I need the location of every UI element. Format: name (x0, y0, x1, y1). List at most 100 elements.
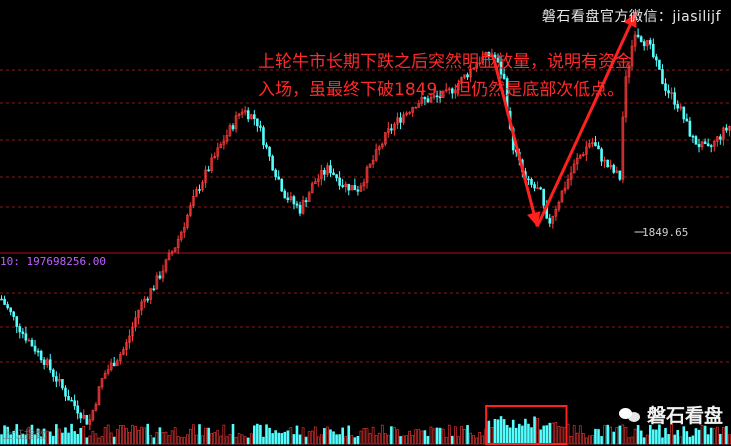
volume-bar (691, 435, 695, 445)
candle-body (371, 159, 375, 165)
volume-bar (79, 427, 83, 445)
volume-bar (694, 428, 698, 445)
volume-bar (441, 428, 445, 445)
volume-bar (673, 434, 676, 445)
volume-bar (310, 430, 314, 445)
volume-bar (326, 426, 329, 445)
candle-body (195, 189, 198, 197)
candle-body (429, 97, 433, 103)
candle-body (350, 185, 354, 191)
volume-bar (158, 427, 162, 445)
volume-bar (313, 426, 317, 445)
volume-bar (85, 437, 89, 445)
candle-body (143, 298, 146, 303)
candle-body (155, 275, 159, 290)
volume-bar (274, 430, 277, 445)
volume-bar (703, 425, 707, 445)
candle-body (700, 141, 704, 148)
volume-bar (390, 426, 393, 445)
volume-bar (594, 428, 597, 445)
volume-bar (292, 434, 296, 445)
volume-bar (283, 431, 287, 445)
candle-body (262, 127, 265, 146)
volume-bar (42, 428, 46, 445)
candle-body (621, 116, 625, 180)
volume-bar (201, 435, 204, 445)
candle-body (243, 110, 247, 113)
volume-bar (630, 436, 634, 445)
candle-body (435, 95, 439, 98)
watermark-text: 磐石看盘 (646, 405, 723, 427)
candle-body (390, 128, 393, 131)
candle-body (408, 111, 411, 114)
candle-body (441, 90, 445, 98)
candle-body (719, 136, 722, 140)
volume-bar (210, 433, 213, 445)
candle-body (682, 106, 686, 120)
candle-body (70, 399, 73, 402)
candle-body (94, 404, 98, 411)
volume-bar (621, 424, 625, 445)
volume-bar (609, 426, 612, 445)
volume-bar (487, 420, 491, 445)
candle-body (289, 196, 293, 200)
candle-body (563, 187, 567, 192)
volume-bar (508, 427, 512, 445)
volume-bar (396, 429, 399, 445)
volume-bar (149, 435, 153, 445)
candle-body (600, 148, 603, 162)
candle-body (119, 354, 122, 362)
volume-bar (408, 430, 411, 445)
candle-body (234, 115, 238, 130)
volume-bar (719, 433, 722, 445)
volume-bar (259, 424, 262, 445)
volume-bar (55, 424, 58, 445)
volume-bar (545, 425, 549, 445)
volume-bar (578, 425, 582, 445)
candle-body (645, 40, 649, 47)
volume-bar (6, 426, 9, 445)
annotation-line-1: 上轮牛市长期下跌之后突然明显放量，说明有资金 (258, 52, 632, 72)
candle-body (280, 178, 284, 192)
volume-bar (603, 425, 606, 445)
candle-body (173, 247, 177, 253)
candle-body (679, 106, 683, 109)
volume-bar (271, 433, 274, 445)
candle-body (149, 288, 153, 300)
volume-bar (618, 425, 622, 445)
volume-bar (146, 423, 150, 445)
candle-body (712, 141, 716, 147)
volume-bar (624, 426, 628, 445)
volume-bar (207, 427, 210, 445)
candle-body (655, 56, 658, 61)
candle-body (487, 51, 491, 57)
candle-body (323, 170, 326, 175)
candle-body (207, 169, 210, 172)
candle-body (633, 34, 637, 47)
volume-bar (447, 424, 451, 445)
candle-body (597, 145, 600, 150)
candle-body (228, 125, 232, 136)
candle-body (432, 95, 436, 98)
volume-bar (216, 430, 220, 445)
candle-body (548, 217, 552, 224)
candle-body (499, 61, 503, 75)
volume-bar (469, 432, 472, 445)
volume-bar (143, 427, 146, 445)
candle-body (539, 187, 542, 190)
volume-bar (91, 430, 95, 445)
volume-bar (460, 426, 463, 445)
candle-body (676, 104, 679, 109)
candle-body (301, 200, 305, 214)
volume-bar (725, 426, 728, 445)
candle-body (685, 118, 689, 122)
volume-bar (316, 436, 320, 445)
volume-bar (490, 427, 494, 445)
volume-bar (152, 437, 156, 445)
volume-ma-label: 10: 197698256.00 (0, 255, 106, 268)
candle-body (237, 113, 241, 117)
volume-bar (496, 419, 500, 445)
candle-body (496, 57, 500, 63)
candle-body (112, 362, 116, 367)
candle-body (642, 41, 646, 47)
